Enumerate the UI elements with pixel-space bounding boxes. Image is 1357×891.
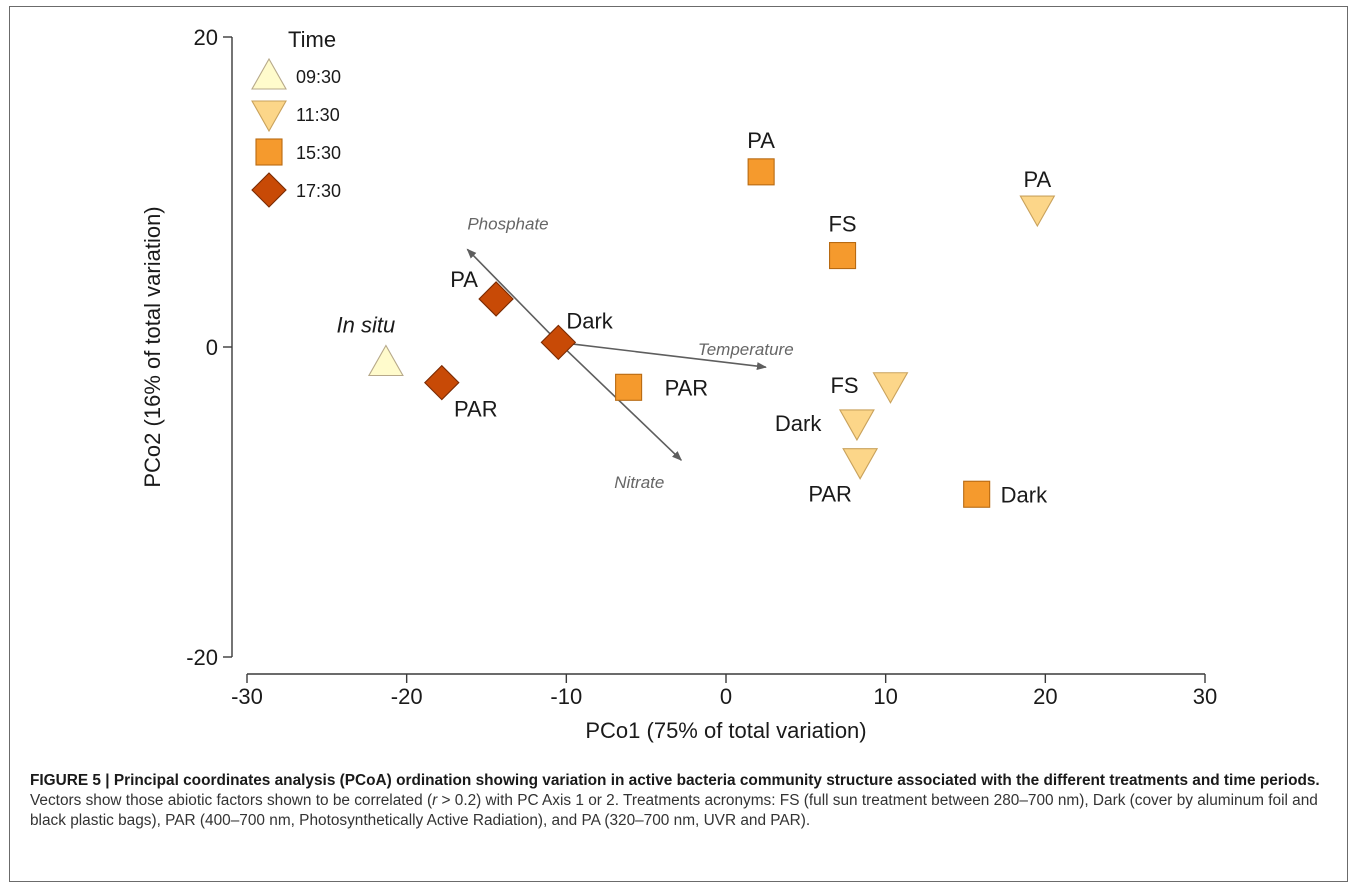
y-tick-label: 20 [194, 25, 218, 50]
data-point [842, 448, 879, 480]
data-point [872, 372, 909, 404]
vector-arrow [557, 341, 683, 461]
point-label: FS [828, 212, 856, 237]
data-point [829, 242, 857, 270]
legend-label: 11:30 [296, 105, 340, 125]
figure-caption: FIGURE 5 | Principal coordinates analysi… [30, 771, 1340, 831]
point-label: PA [747, 128, 775, 153]
point-label: In situ [337, 313, 396, 338]
vector-label: Phosphate [467, 214, 548, 233]
data-point [747, 158, 775, 186]
point-label: PAR [808, 482, 852, 507]
y-tick-label: -20 [186, 645, 218, 670]
data-point [367, 344, 404, 377]
x-tick-label: 20 [1033, 684, 1057, 709]
x-axis-title: PCo1 (75% of total variation) [585, 718, 866, 743]
data-point [478, 281, 514, 317]
legend-marker [255, 138, 283, 166]
data-point [540, 324, 577, 361]
vector-arrow [558, 341, 767, 371]
x-tick-label: 0 [720, 684, 732, 709]
point-label: FS [830, 373, 858, 398]
y-axis-title: PCo2 (16% of total variation) [140, 206, 165, 487]
vector-label: Nitrate [614, 473, 664, 492]
point-label: PAR [665, 375, 709, 400]
caption-text-part1: Vectors show those abiotic factors shown… [30, 792, 433, 809]
legend-marker [251, 100, 287, 133]
x-tick-label: 30 [1193, 684, 1217, 709]
caption-title: FIGURE 5 | Principal coordinates analysi… [30, 772, 1320, 789]
x-tick-label: 10 [873, 684, 897, 709]
data-point [838, 409, 875, 442]
pcoa-scatter-plot: 20 0 -20 -30 -20 -10 0 10 20 30 PCo1 (75% of total… [140, 25, 1217, 743]
legend-title: Time [288, 27, 336, 52]
point-label: Dark [775, 411, 822, 436]
data-point [963, 480, 991, 508]
legend-marker [251, 57, 287, 90]
vector-arrow [466, 248, 559, 343]
point-label: Dark [566, 308, 613, 333]
point-label: Dark [1001, 482, 1048, 507]
legend-label: 15:30 [296, 143, 341, 163]
point-label: PA [450, 267, 478, 292]
x-tick-label: -20 [391, 684, 423, 709]
vector-label: Temperature [698, 340, 794, 359]
figure-frame: 20 0 -20 -30 -20 -10 0 10 20 30 PCo1 (75% of total… [9, 6, 1348, 882]
point-label: PA [1023, 167, 1051, 192]
point-label: PAR [454, 397, 498, 422]
x-tick-label: -10 [550, 684, 582, 709]
caption-r-symbol: r [432, 792, 438, 809]
legend-label: 17:30 [296, 181, 341, 201]
legend-label: 09:30 [296, 67, 341, 87]
y-tick-label: 0 [206, 335, 218, 360]
data-point [1019, 195, 1056, 228]
x-tick-label: -30 [231, 684, 263, 709]
data-point [615, 373, 643, 401]
legend-marker [251, 172, 287, 208]
data-point [424, 364, 460, 401]
caption-text-part2: > 0.2) with PC Axis 1 or 2. Treatments a… [30, 792, 1318, 829]
